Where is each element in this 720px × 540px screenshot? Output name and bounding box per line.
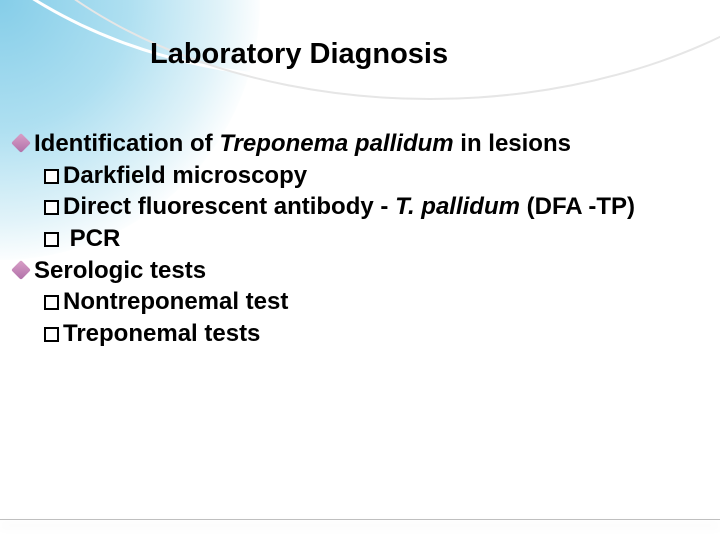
bullet-text: Serologic tests xyxy=(34,257,206,284)
bullet-line: Nontreponemal test xyxy=(44,286,700,318)
bullet-text: (DFA -TP) xyxy=(520,193,635,220)
bullet-line: Darkfield microscopy xyxy=(44,160,700,192)
square-bullet-icon xyxy=(44,295,59,310)
bullet-text: Treponema pallidum xyxy=(219,130,453,157)
bullet-text: Direct fluorescent antibody - xyxy=(63,193,395,220)
bullet-text: Nontreponemal test xyxy=(63,288,288,315)
square-bullet-icon xyxy=(44,327,59,342)
bottom-divider xyxy=(0,519,720,520)
bullet-line: Direct fluorescent antibody - T. pallidu… xyxy=(44,191,700,223)
bullet-text: T. pallidum xyxy=(395,193,520,220)
diamond-bullet-icon xyxy=(11,133,31,153)
bullet-line: Identification of Treponema pallidum in … xyxy=(14,128,700,160)
slide: Laboratory Diagnosis Identification of T… xyxy=(0,0,720,540)
bullet-text: in lesions xyxy=(454,130,571,157)
bullet-line: Treponemal tests xyxy=(44,318,700,350)
bullet-line: Serologic tests xyxy=(14,255,700,287)
slide-title: Laboratory Diagnosis xyxy=(150,38,448,71)
square-bullet-icon xyxy=(44,169,59,184)
bullet-text: Treponemal tests xyxy=(63,320,260,347)
bullet-text: PCR xyxy=(63,225,120,252)
bullet-text: Identification of xyxy=(34,130,219,157)
bullet-line: PCR xyxy=(44,223,700,255)
bullet-text: Darkfield microscopy xyxy=(63,162,307,189)
slide-body: Identification of Treponema pallidum in … xyxy=(14,128,700,350)
square-bullet-icon xyxy=(44,200,59,215)
square-bullet-icon xyxy=(44,232,59,247)
diamond-bullet-icon xyxy=(11,260,31,280)
